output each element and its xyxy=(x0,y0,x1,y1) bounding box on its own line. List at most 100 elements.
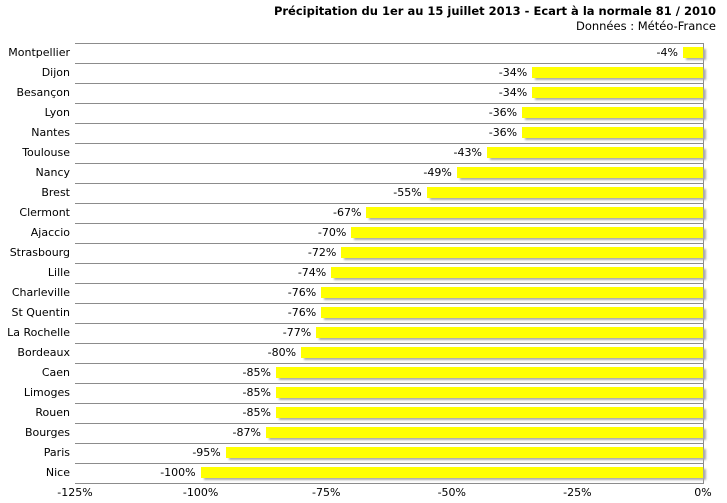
data-label-charleville: -76% xyxy=(287,286,317,299)
bar-montpellier xyxy=(682,47,703,58)
category-label-toulouse: Toulouse xyxy=(22,146,70,159)
data-label-strasbourg: -72% xyxy=(307,246,337,259)
category-label-caen: Caen xyxy=(41,366,70,379)
bar-row-besan-on: -34% xyxy=(75,84,703,104)
data-label-bordeaux: -80% xyxy=(267,346,297,359)
category-label-rouen: Rouen xyxy=(35,406,70,419)
x-tick-0pct: 0% xyxy=(694,486,712,499)
bar-row-nantes: -36% xyxy=(75,124,703,144)
bar-lille xyxy=(331,267,703,278)
data-label-bourges: -87% xyxy=(232,426,261,439)
bar-row-la-rochelle: -77% xyxy=(75,324,703,344)
bar-row-montpellier: -4% xyxy=(75,44,703,64)
category-label-montpellier: Montpellier xyxy=(8,46,70,59)
data-label-la-rochelle: -77% xyxy=(282,326,312,339)
category-label-limoges: Limoges xyxy=(23,386,70,399)
category-label-nancy: Nancy xyxy=(35,166,71,179)
category-label-charleville: Charleville xyxy=(11,286,70,299)
data-label-rouen: -85% xyxy=(242,406,271,419)
bar-toulouse xyxy=(486,147,703,158)
x-tick-100pct: -100% xyxy=(182,486,219,499)
category-label-besan-on: Besançon xyxy=(16,86,70,99)
x-tick-25pct: -25% xyxy=(563,486,592,499)
data-label-nantes: -36% xyxy=(488,126,518,139)
chart-subtitle: Données : Météo-France xyxy=(575,19,716,33)
data-label-montpellier: -4% xyxy=(656,46,678,59)
bar-row-nancy: -49% xyxy=(75,164,703,184)
data-label-nice: -100% xyxy=(160,466,196,479)
data-label-lille: -74% xyxy=(297,266,327,279)
bar-besan-on xyxy=(532,87,703,98)
bar-row-strasbourg: -72% xyxy=(75,244,703,264)
category-label-dijon: Dijon xyxy=(41,66,70,79)
category-axis-labels: Montpellier Dijon Besançon Lyon Nantes Toulou… xyxy=(0,43,70,483)
plot-area: -4% -34% -34% -36% -36% -43% -49% -55% -67% -70% -… xyxy=(75,43,704,484)
bar-row-dijon: -34% xyxy=(75,64,703,84)
data-label-st-quentin: -76% xyxy=(287,306,317,319)
bar-rouen xyxy=(275,407,703,418)
category-label-brest: Brest xyxy=(41,186,70,199)
bar-bordeaux xyxy=(301,347,703,358)
bar-row-brest: -55% xyxy=(75,184,703,204)
bar-row-rouen: -85% xyxy=(75,404,703,424)
bar-nantes xyxy=(522,127,703,138)
x-axis-labels: -125% -100% -75% -50% -25% 0% xyxy=(57,486,711,501)
category-label-bordeaux: Bordeaux xyxy=(17,346,70,359)
bar-row-paris: -95% xyxy=(75,444,703,464)
data-label-nancy: -49% xyxy=(423,166,452,179)
chart-title: Précipitation du 1er au 15 juillet 2013 … xyxy=(273,4,716,18)
bar-row-bordeaux: -80% xyxy=(75,344,703,364)
bar-st-quentin xyxy=(321,307,703,318)
bar-row-clermont: -67% xyxy=(75,204,703,224)
bar-row-ajaccio: -70% xyxy=(75,224,703,244)
bar-brest xyxy=(426,187,703,198)
data-label-dijon: -34% xyxy=(498,66,528,79)
x-tick-125pct: -125% xyxy=(57,486,93,499)
bar-bourges xyxy=(265,427,703,438)
data-label-paris: -95% xyxy=(192,446,221,459)
category-label-clermont: Clermont xyxy=(19,206,70,219)
category-label-nantes: Nantes xyxy=(31,126,70,139)
bar-row-nice: -100% xyxy=(75,464,703,484)
bar-row-st-quentin: -76% xyxy=(75,304,703,324)
category-label-ajaccio: Ajaccio xyxy=(30,226,70,239)
category-label-bourges: Bourges xyxy=(24,426,70,439)
bar-lyon xyxy=(522,107,703,118)
data-label-brest: -55% xyxy=(393,186,422,199)
data-label-clermont: -67% xyxy=(332,206,362,219)
bar-nice xyxy=(200,467,703,478)
bar-ajaccio xyxy=(351,227,703,238)
bar-charleville xyxy=(321,287,703,298)
category-label-lille: Lille xyxy=(47,266,70,279)
bar-row-lyon: -36% xyxy=(75,104,703,124)
data-label-ajaccio: -70% xyxy=(317,226,347,239)
x-tick-75pct: -75% xyxy=(311,486,341,499)
data-label-besan-on: -34% xyxy=(498,86,528,99)
bar-row-bourges: -87% xyxy=(75,424,703,444)
bar-strasbourg xyxy=(341,247,703,258)
bar-row-toulouse: -43% xyxy=(75,144,703,164)
x-tick-50pct: -50% xyxy=(437,486,467,499)
bar-nancy xyxy=(456,167,703,178)
bar-caen xyxy=(275,367,703,378)
bar-paris xyxy=(225,447,703,458)
bar-row-charleville: -76% xyxy=(75,284,703,304)
data-label-toulouse: -43% xyxy=(453,146,482,159)
bar-la-rochelle xyxy=(316,327,703,338)
category-label-la-rochelle: La Rochelle xyxy=(7,326,70,339)
category-label-strasbourg: Strasbourg xyxy=(9,246,70,259)
category-label-st-quentin: St Quentin xyxy=(11,306,70,319)
category-label-paris: Paris xyxy=(43,446,70,459)
bar-limoges xyxy=(275,387,703,398)
data-label-limoges: -85% xyxy=(242,386,271,399)
data-label-lyon: -36% xyxy=(488,106,518,119)
bar-dijon xyxy=(532,67,703,78)
chart-header: Précipitation du 1er au 15 juillet 2013 … xyxy=(0,4,716,34)
category-label-lyon: Lyon xyxy=(44,106,70,119)
bar-row-limoges: -85% xyxy=(75,384,703,404)
bar-row-caen: -85% xyxy=(75,364,703,384)
category-label-nice: Nice xyxy=(45,466,70,479)
bar-row-lille: -74% xyxy=(75,264,703,284)
bar-clermont xyxy=(366,207,703,218)
